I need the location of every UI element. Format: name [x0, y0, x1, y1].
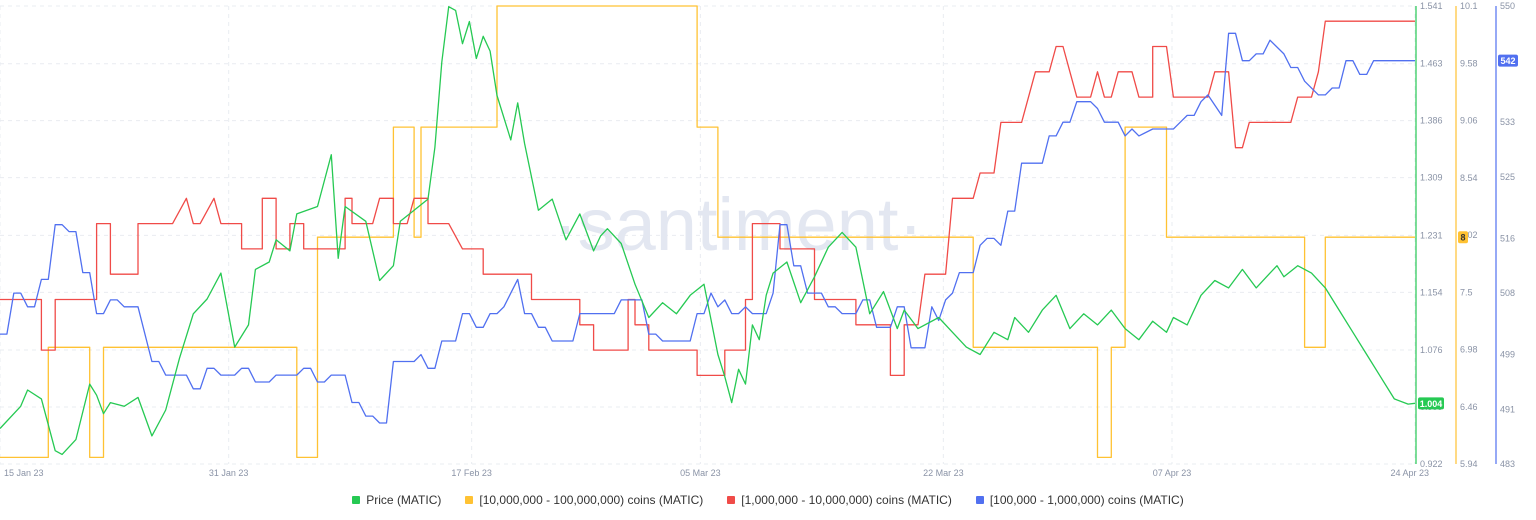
y-tick-label: 550: [1500, 1, 1515, 11]
y-tick-label: 499: [1500, 350, 1515, 360]
y-tick-label: 533: [1500, 117, 1515, 127]
y-tick-label: 8.54: [1460, 173, 1478, 183]
legend-swatch: [975, 496, 984, 504]
y-tick-label: 1.309: [1420, 173, 1443, 183]
y-tick-label: 1.463: [1420, 59, 1443, 69]
legend-item[interactable]: [1,000,000 - 10,000,000) coins (MATIC): [727, 493, 952, 507]
value-badges: 1.004 8 542: [1418, 54, 1518, 410]
y-tick-label: 1.154: [1420, 287, 1443, 297]
series-group: [0, 5, 1416, 459]
legend: Price (MATIC) [10,000,000 - 100,000,000) …: [0, 490, 1536, 510]
watermark: ·santiment·: [553, 183, 923, 266]
value-badge-bg: [1418, 397, 1444, 410]
axes-group: 1.5411.4631.3861.3091.2311.1541.0760.999…: [1415, 1, 1515, 469]
x-tick-label: 15 Jan 23: [4, 468, 44, 478]
x-tick-label: 07 Apr 23: [1153, 468, 1192, 478]
value-badge-bg: [1498, 54, 1518, 67]
series-line-1: [0, 5, 1415, 459]
x-axis: 15 Jan 23 31 Jan 23 17 Feb 23 05 Mar 23 22 M…: [4, 468, 1429, 478]
value-badge-bg: [1458, 231, 1468, 244]
legend-swatch: [465, 496, 474, 504]
value-badge-label: 542: [1500, 56, 1515, 66]
y-tick-label: 10.1: [1460, 1, 1478, 11]
x-tick-label: 17 Feb 23: [451, 468, 492, 478]
legend-label: Price (MATIC): [366, 493, 442, 507]
y-tick-label: 6.46: [1460, 402, 1478, 412]
legend-label: [100,000 - 1,000,000) coins (MATIC): [989, 493, 1184, 507]
grid: [0, 5, 1416, 465]
series-line-3: [0, 32, 1415, 424]
y-tick-label: 1.231: [1420, 230, 1443, 240]
legend-swatch: [352, 496, 361, 504]
legend-swatch: [727, 496, 736, 504]
legend-label: [10,000,000 - 100,000,000) coins (MATIC): [479, 493, 704, 507]
y-tick-label: 491: [1500, 404, 1515, 414]
y-tick-label: 9.58: [1460, 58, 1478, 68]
series-line-0: [0, 6, 1416, 456]
legend-item[interactable]: [10,000,000 - 100,000,000) coins (MATIC): [465, 493, 703, 507]
y-tick-label: 7.5: [1460, 287, 1473, 297]
y-tick-label: 508: [1500, 288, 1515, 298]
x-tick-label: 05 Mar 23: [680, 468, 721, 478]
y-tick-label: 483: [1500, 459, 1515, 469]
legend-item[interactable]: [100,000 - 1,000,000) coins (MATIC): [975, 493, 1184, 507]
y-tick-label: 8.02: [1460, 230, 1478, 240]
y-tick-label: 525: [1500, 172, 1515, 182]
legend-label: [1,000,000 - 10,000,000) coins (MATIC): [741, 493, 952, 507]
value-badge-label: 1.004: [1420, 399, 1443, 409]
y-tick-label: 516: [1500, 233, 1515, 243]
y-tick-label: 9.06: [1460, 116, 1478, 126]
legend-item[interactable]: Price (MATIC): [352, 493, 441, 507]
y-tick-label: 1.541: [1420, 1, 1443, 11]
value-badge-label: 8: [1460, 233, 1465, 243]
y-tick-label: 0.922: [1420, 459, 1443, 469]
x-tick-label: 24 Apr 23: [1390, 468, 1429, 478]
series-line-2: [0, 20, 1415, 377]
y-tick-label: 1.076: [1420, 345, 1443, 355]
y-tick-label: 5.94: [1460, 459, 1478, 469]
y-tick-label: 6.98: [1460, 345, 1478, 355]
x-tick-label: 22 Mar 23: [923, 468, 964, 478]
y-tick-label: 1.386: [1420, 116, 1443, 126]
x-tick-label: 31 Jan 23: [209, 468, 249, 478]
